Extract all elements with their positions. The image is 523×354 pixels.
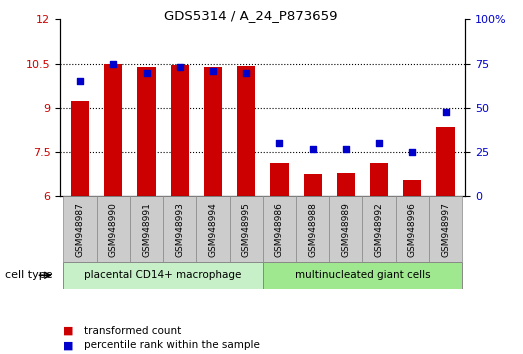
Bar	[270, 162, 289, 196]
Bar	[263, 196, 296, 262]
Bar	[237, 66, 255, 196]
Text: GSM948986: GSM948986	[275, 202, 284, 257]
Point	[176, 64, 184, 70]
Point	[408, 149, 416, 155]
Text: percentile rank within the sample: percentile rank within the sample	[84, 340, 259, 350]
Text: transformed count: transformed count	[84, 326, 181, 336]
Point	[142, 70, 151, 75]
Text: GSM948990: GSM948990	[109, 202, 118, 257]
Bar	[130, 196, 163, 262]
Bar	[138, 67, 156, 196]
Point	[375, 141, 383, 146]
Text: ■: ■	[63, 340, 73, 350]
Text: cell type: cell type	[5, 270, 53, 280]
Point	[441, 109, 450, 114]
Point	[76, 79, 84, 84]
Text: GSM948995: GSM948995	[242, 202, 251, 257]
Bar	[263, 262, 462, 289]
Bar	[71, 101, 89, 196]
Bar	[204, 67, 222, 196]
Bar	[230, 196, 263, 262]
Bar	[329, 196, 362, 262]
Bar	[104, 64, 122, 196]
Text: GSM948991: GSM948991	[142, 202, 151, 257]
Text: GSM948992: GSM948992	[374, 202, 383, 257]
Bar	[196, 196, 230, 262]
Text: GSM948997: GSM948997	[441, 202, 450, 257]
Bar	[429, 196, 462, 262]
Point	[342, 146, 350, 152]
Bar	[296, 196, 329, 262]
Bar	[403, 180, 422, 196]
Bar	[337, 173, 355, 196]
Text: GSM948987: GSM948987	[76, 202, 85, 257]
Bar	[97, 196, 130, 262]
Bar	[303, 175, 322, 196]
Bar	[436, 127, 454, 196]
Point	[109, 61, 118, 67]
Text: GSM948996: GSM948996	[408, 202, 417, 257]
Point	[275, 141, 283, 146]
Text: placental CD14+ macrophage: placental CD14+ macrophage	[84, 270, 242, 280]
Text: GSM948989: GSM948989	[342, 202, 350, 257]
Bar	[163, 196, 196, 262]
Bar	[370, 162, 388, 196]
Bar	[63, 196, 97, 262]
Text: multinucleated giant cells: multinucleated giant cells	[294, 270, 430, 280]
Bar	[396, 196, 429, 262]
Text: GSM948993: GSM948993	[175, 202, 184, 257]
Text: ■: ■	[63, 326, 73, 336]
Bar	[63, 262, 263, 289]
Point	[242, 70, 251, 75]
Text: GSM948988: GSM948988	[308, 202, 317, 257]
Text: GDS5314 / A_24_P873659: GDS5314 / A_24_P873659	[164, 9, 338, 22]
Bar	[170, 65, 189, 196]
Point	[309, 146, 317, 152]
Point	[209, 68, 217, 74]
Bar	[362, 196, 396, 262]
Text: GSM948994: GSM948994	[209, 202, 218, 257]
